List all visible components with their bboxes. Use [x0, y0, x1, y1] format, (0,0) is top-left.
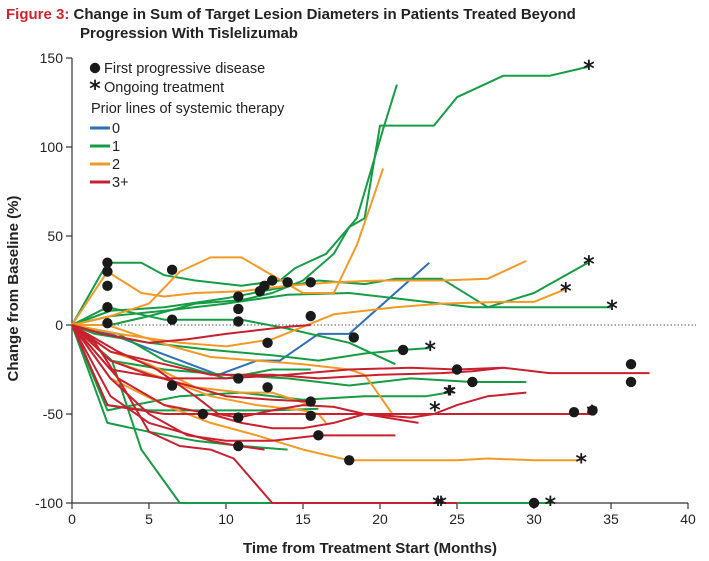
- ongoing-treatment-marker: *: [445, 383, 457, 408]
- x-tick-label: 35: [603, 511, 619, 527]
- progressive-disease-marker: [102, 280, 113, 292]
- figure-label: Figure 3:: [6, 6, 70, 23]
- ongoing-treatment-marker: *: [425, 338, 437, 363]
- progressive-disease-marker: [467, 376, 478, 388]
- ongoing-treatment-marker: *: [583, 57, 595, 82]
- series-line-group-1: [71, 292, 611, 326]
- progressive-disease-marker: [259, 280, 270, 292]
- x-tick-label: 15: [295, 511, 311, 527]
- progressive-disease-marker: [305, 277, 316, 288]
- progressive-disease-marker: [166, 380, 178, 391]
- progressive-disease-marker: [262, 382, 273, 393]
- progressive-disease-marker: [233, 373, 244, 384]
- progressive-disease-marker: [166, 314, 178, 325]
- legend-star-icon: *: [89, 77, 101, 102]
- ongoing-treatment-marker: *: [432, 493, 444, 518]
- series-line-group-3plus: [71, 324, 311, 344]
- x-tick-label: 0: [68, 511, 76, 527]
- ongoing-treatment-marker: *: [560, 279, 572, 304]
- series-line-group-3plus: [71, 324, 457, 504]
- markers: *************: [102, 57, 637, 518]
- progressive-disease-marker: [102, 257, 113, 268]
- ongoing-treatment-marker: *: [606, 297, 618, 322]
- y-tick-label: -50: [43, 406, 63, 422]
- progressive-disease-marker: [528, 497, 540, 509]
- ongoing-treatment-marker: *: [443, 383, 455, 408]
- series-line-group-0: [71, 261, 430, 376]
- legend-group-label: 0: [112, 121, 120, 137]
- figure-title-line1: Change in Sum of Target Lesion Diameters…: [73, 6, 576, 23]
- series-line-group-3plus: [71, 324, 396, 442]
- legend: First progressive disease* Ongoing treatm…: [89, 61, 285, 191]
- x-tick-label: 25: [449, 511, 465, 527]
- progressive-disease-marker: [102, 318, 113, 329]
- x-tick-label: 20: [372, 511, 388, 527]
- progressive-disease-marker: [233, 316, 244, 327]
- x-tick-label: 30: [526, 511, 542, 527]
- series-line-group-1: [71, 84, 398, 326]
- progressive-disease-marker: [568, 407, 580, 418]
- figure-title-line2: Progression With Tislelizumab: [80, 25, 298, 42]
- legend-dot-icon: [89, 62, 101, 74]
- progressive-disease-marker: [397, 344, 409, 356]
- y-tick-label: 0: [55, 317, 63, 333]
- legend-group-label: 3+: [112, 175, 129, 191]
- progressive-disease-marker: [166, 264, 178, 276]
- y-tick-label: 100: [40, 139, 64, 155]
- progressive-disease-marker: [197, 408, 209, 420]
- y-tick-label: 150: [40, 50, 64, 66]
- series-line-group-2: [71, 168, 385, 326]
- legend-group-title: Prior lines of systemic therapy: [91, 101, 285, 117]
- progressive-disease-marker: [262, 337, 273, 348]
- series-line-group-3plus: [71, 324, 311, 403]
- ongoing-treatment-marker: *: [575, 450, 587, 475]
- series-line-group-2: [72, 324, 394, 415]
- progressive-disease-marker: [233, 303, 244, 315]
- y-axis-title: Change from Baseline (%): [5, 196, 22, 382]
- progressive-disease-marker: [625, 376, 637, 388]
- legend-marker-label: Ongoing treatment: [104, 80, 224, 96]
- x-tick-label: 40: [680, 511, 696, 527]
- progressive-disease-marker: [233, 412, 244, 423]
- progressive-disease-marker: [625, 358, 637, 370]
- y-tick-label: 50: [47, 228, 63, 244]
- progressive-disease-marker: [451, 364, 463, 375]
- legend-group-label: 2: [112, 157, 120, 173]
- progressive-disease-marker: [102, 266, 113, 277]
- progressive-disease-marker: [305, 310, 316, 322]
- progressive-disease-marker: [233, 440, 244, 452]
- progressive-disease-marker: [348, 332, 360, 343]
- progressive-disease-marker: [305, 410, 316, 421]
- series-line-group-3plus: [71, 324, 527, 419]
- progressive-disease-marker: [102, 302, 113, 313]
- x-axis-title: Time from Treatment Start (Months): [243, 540, 497, 557]
- progressive-disease-marker: [313, 430, 324, 441]
- series-line-group-2: [71, 324, 581, 462]
- ongoing-treatment-marker: *: [545, 493, 557, 518]
- progressive-disease-marker: [282, 277, 293, 288]
- y-tick-label: -100: [35, 495, 63, 511]
- progressive-disease-marker: [233, 291, 244, 302]
- figure-caption: Figure 3: Change in Sum of Target Lesion…: [6, 5, 696, 43]
- x-tick-label: 10: [218, 511, 234, 527]
- ongoing-treatment-marker: *: [429, 399, 441, 424]
- progressive-disease-marker: [267, 275, 278, 286]
- legend-group-label: 1: [112, 139, 120, 155]
- ongoing-treatment-marker: *: [435, 493, 447, 518]
- legend-marker-label: First progressive disease: [104, 61, 265, 77]
- progressive-disease-marker: [587, 405, 598, 416]
- x-tick-label: 5: [145, 511, 153, 527]
- series-line-group-3plus: [71, 324, 419, 430]
- progressive-disease-marker: [305, 396, 316, 407]
- series-line-group-1: [71, 324, 527, 387]
- ongoing-treatment-marker: *: [583, 253, 595, 278]
- progressive-disease-marker: [344, 455, 355, 466]
